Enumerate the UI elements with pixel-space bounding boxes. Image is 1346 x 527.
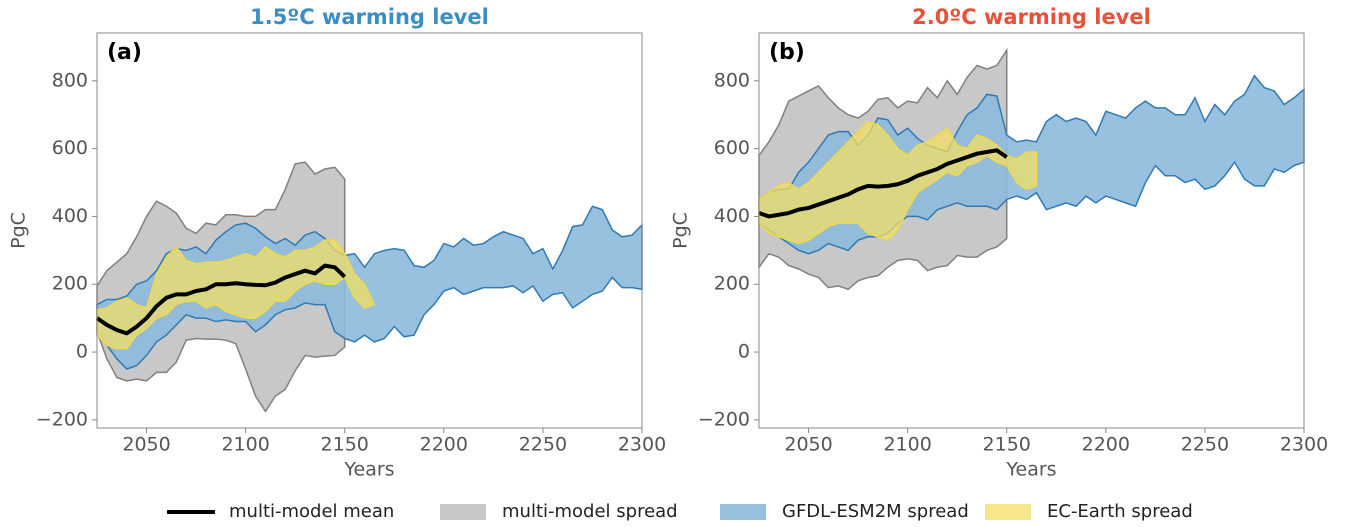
x-tick-label: 2050	[784, 434, 832, 456]
x-tick-label: 2100	[221, 434, 269, 456]
legend-swatch	[985, 504, 1031, 520]
x-tick-label: 2150	[321, 434, 369, 456]
legend-swatch	[440, 504, 486, 520]
y-tick-label: 800	[714, 69, 750, 91]
y-tick-label: 600	[52, 137, 88, 159]
y-tick-label: 200	[52, 273, 88, 295]
y-tick-label: 600	[714, 137, 750, 159]
y-tick-label: 200	[714, 273, 750, 295]
x-tick-label: 2200	[1082, 434, 1130, 456]
x-tick-label: 2150	[983, 434, 1031, 456]
plot-frame	[758, 32, 1305, 429]
x-axis-label: Years	[1005, 459, 1056, 481]
mean-line	[758, 148, 1008, 219]
y-tick-label: 400	[52, 205, 88, 227]
x-tick-label: 2050	[122, 434, 170, 456]
legend: multi-model mean multi-model spread GFDL-E…	[167, 501, 1193, 522]
x-tick-label: 2300	[618, 434, 666, 456]
legend-label: multi-model spread	[502, 501, 678, 522]
panel-label: (b)	[769, 40, 805, 65]
x-tick-label: 2200	[420, 434, 468, 456]
panel: 1.5ºC warming level 2050 2100 2150 2200 2250 2…	[8, 5, 667, 481]
x-tick-label: 2250	[519, 434, 567, 456]
legend-label: EC-Earth spread	[1047, 501, 1193, 522]
panel-label: (a)	[107, 40, 142, 65]
y-tick-label: 400	[714, 205, 750, 227]
y-axis-label: PgC	[670, 212, 692, 249]
y-tick-label: 0	[76, 341, 88, 363]
x-tick-label: 2100	[883, 434, 931, 456]
spread-band	[96, 239, 376, 350]
x-tick-label: 2300	[1280, 434, 1328, 456]
legend-label: GFDL-ESM2M spread	[782, 501, 969, 522]
y-axis-label: PgC	[8, 212, 30, 249]
chart-title: 1.5ºC warming level	[250, 5, 489, 29]
chart-title: 2.0ºC warming level	[912, 5, 1151, 29]
y-tick-label: −200	[698, 408, 750, 430]
legend-label: multi-model mean	[229, 501, 394, 522]
y-tick-label: 800	[52, 69, 88, 91]
x-axis-label: Years	[343, 459, 394, 481]
y-tick-label: 0	[738, 341, 750, 363]
y-tick-label: −200	[36, 408, 88, 430]
plot-frame	[96, 32, 643, 429]
x-tick-label: 2250	[1181, 434, 1229, 456]
panel: 2.0ºC warming level 2050 2100 2150 2200 2250 2…	[670, 5, 1329, 481]
legend-swatch	[720, 504, 766, 520]
mean-line	[95, 263, 347, 336]
